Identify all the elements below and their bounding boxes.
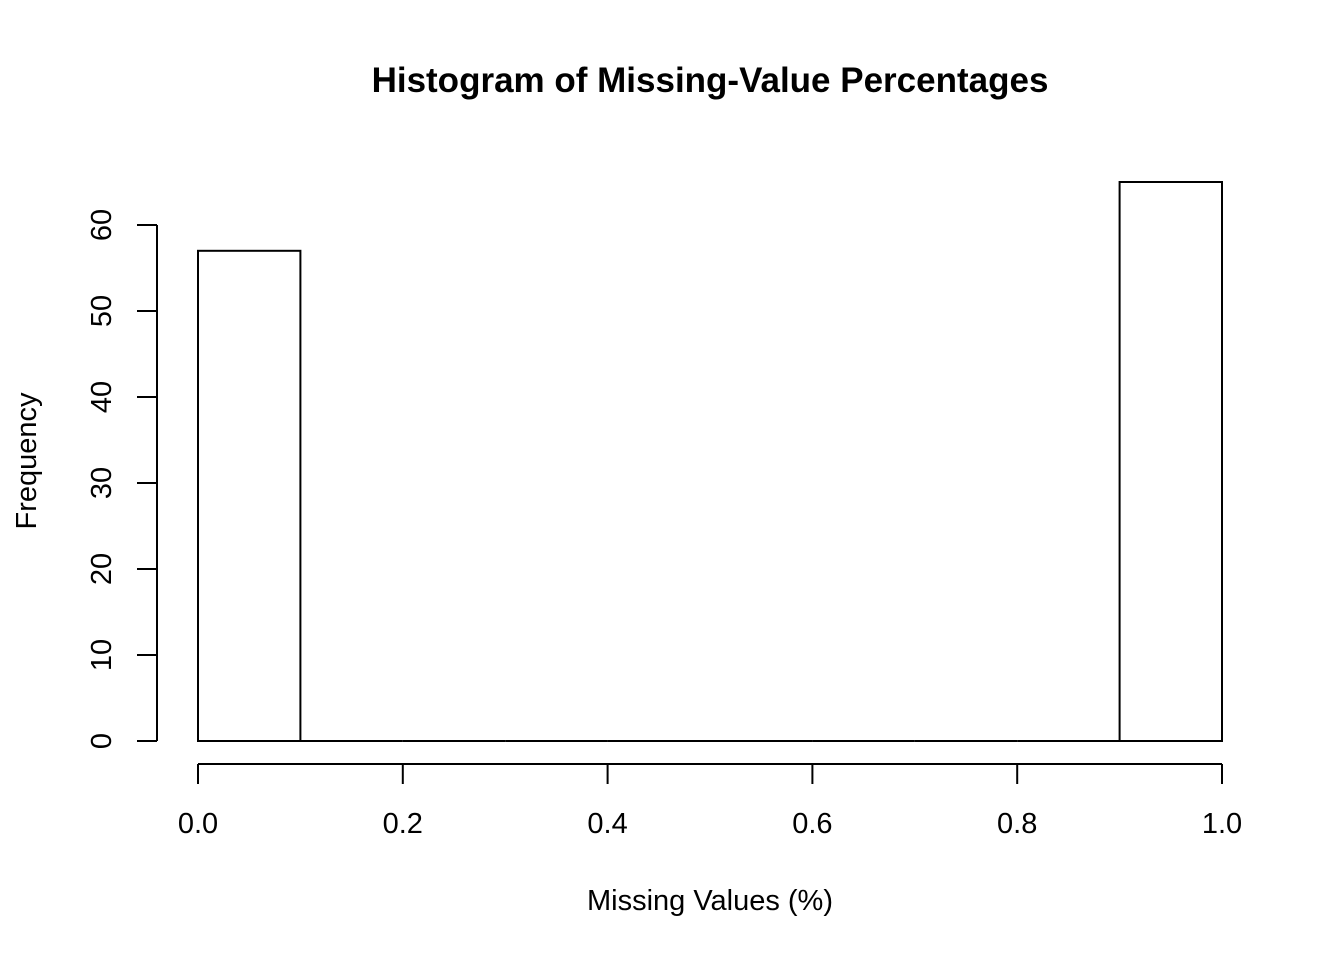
x-tick-label: 0.6 xyxy=(792,808,832,840)
histogram-bar-0 xyxy=(197,249,302,743)
bars-group xyxy=(197,181,1223,743)
y-tick-label: 20 xyxy=(86,553,118,585)
y-tick-label: 30 xyxy=(86,467,118,499)
chart-title: Histogram of Missing-Value Percentages xyxy=(372,61,1049,100)
x-tick-label: 0.4 xyxy=(587,808,627,840)
x-tick-label: 0.0 xyxy=(178,808,218,840)
y-tick-label: 10 xyxy=(86,639,118,671)
y-axis-label: Frequency xyxy=(11,392,43,530)
y-tick-label: 0 xyxy=(86,733,118,749)
x-tick-label: 0.8 xyxy=(997,808,1037,840)
y-tick-label: 60 xyxy=(86,209,118,241)
y-tick-label: 50 xyxy=(86,295,118,327)
x-tick-label: 1.0 xyxy=(1202,808,1242,840)
x-tick-label: 0.2 xyxy=(383,808,423,840)
y-tick-label: 40 xyxy=(86,381,118,413)
x-axis: 0.0 0.2 0.4 0.6 0.8 1.0 xyxy=(178,763,1242,840)
y-axis: 0 10 20 30 40 50 60 xyxy=(86,209,158,749)
x-axis-label: Missing Values (%) xyxy=(587,885,833,917)
histogram-bar-9 xyxy=(1118,181,1223,742)
